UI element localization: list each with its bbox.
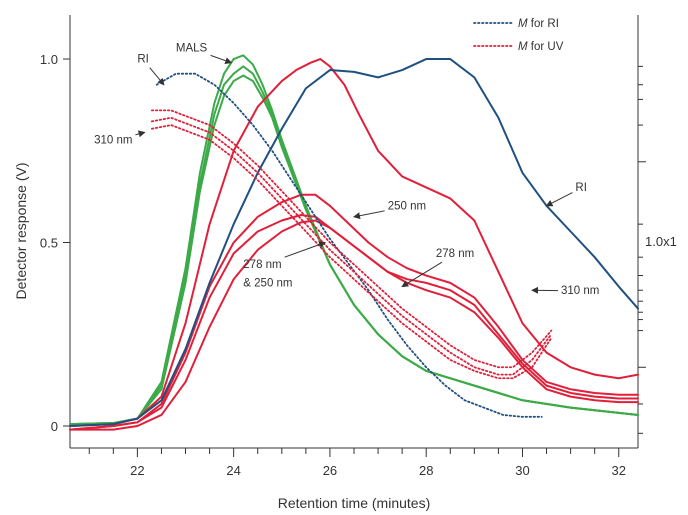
annotation-arrow-3 [353,210,385,220]
y-axis-title: Detector response (V) [13,163,29,300]
x-axis-title: Retention time (minutes) [278,495,431,511]
series-line-rayleigh-solid-4 [69,193,639,431]
right-axis-ticks [638,65,646,434]
annotation-arrow-1 [149,67,165,86]
annotation-label-6: & 250 nm [243,278,292,290]
annotation-label-2: 310 nm [94,134,132,146]
legend-item-m-for-uv: M for UV [473,41,564,53]
annotation-label-5: 278 nm [243,259,281,271]
legend-label-m-for-ri: M for RI [518,18,559,30]
x-axis-ticks: 22 24 26 28 30 32 [88,448,626,478]
x-tick-label: 32 [612,463,626,478]
series-line-rayleigh-solid-3 [69,58,639,427]
annotation-arrow-7 [545,192,573,207]
legend-item-m-for-ri: M for RI [473,18,559,30]
annotation-arrow-2 [135,130,146,138]
annotation-label-3: 250 nm [388,200,426,212]
annotation-arrow-5 [284,241,327,258]
x-tick-label: 30 [515,463,529,478]
x-tick-label: 24 [226,463,240,478]
legend-label-m-for-uv: M for UV [518,41,564,53]
series-line-ri-dotted-8 [155,72,543,418]
series-layer [69,54,639,431]
series-line-rayleigh-solid-6 [69,219,639,431]
y-tick-label: 0.5 [40,236,58,251]
x-tick-label: 26 [323,463,337,478]
y-axis-ticks: 0 0.5 1.0 [40,52,70,434]
annotation-label-4: 278 nm [436,248,474,260]
series-line-rayleigh-dotted-10 [150,116,553,376]
series-line-mals-solid-2 [69,74,639,426]
y-tick-label: 0 [51,419,58,434]
annotation-label-7: RI [575,182,587,194]
annotation-layer: MALS RI 310 nm 250 nm 278 nm 278 nm & 250 nm RI… [94,43,599,297]
annotation-arrow-4 [401,261,443,288]
right-axis-label: 1.0x1 [645,234,677,249]
annotation-label-1: RI [137,54,149,66]
annotation-arrow-0 [210,54,233,64]
annotation-label-8: 310 nm [561,285,599,297]
y-tick-label: 1.0 [40,52,58,67]
legend: M for RI M for UV [473,18,564,53]
series-line-rayleigh-dotted-9 [150,109,553,369]
series-line-rayleigh-dotted-11 [150,124,553,380]
x-tick-label: 28 [419,463,433,478]
series-line-ri-solid-7 [69,58,639,427]
x-tick-label: 22 [130,463,144,478]
annotation-label-0: MALS [176,43,208,55]
